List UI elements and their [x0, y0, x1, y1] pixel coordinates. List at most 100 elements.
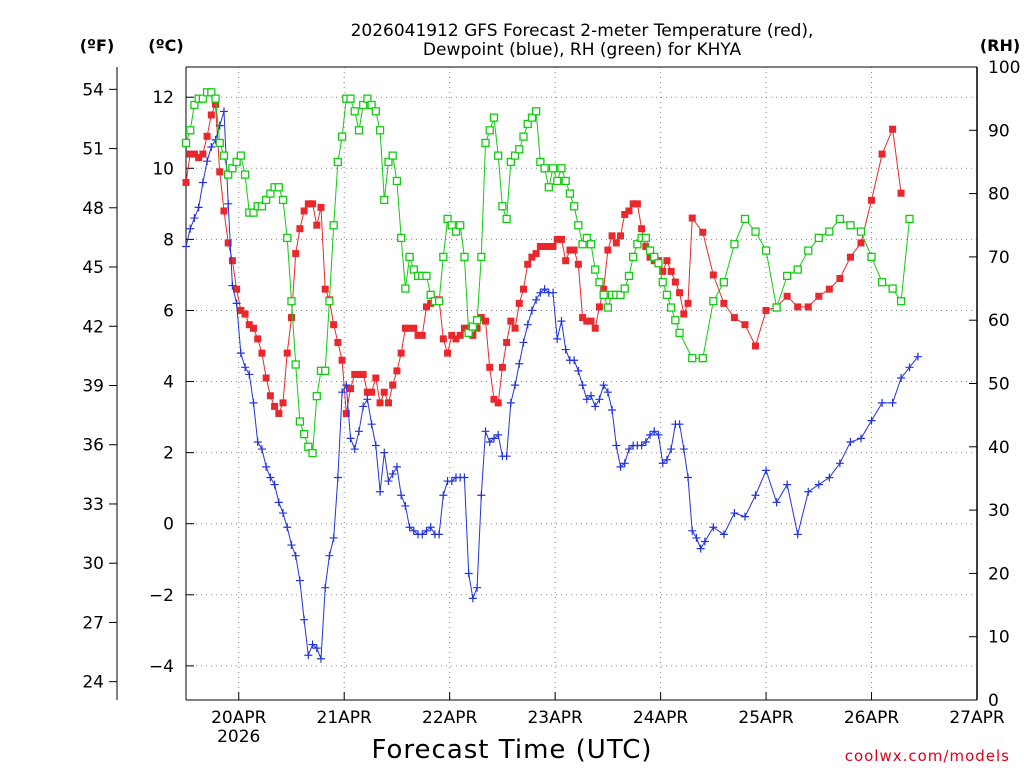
- rh-point: [472, 316, 482, 325]
- dewpoint-point: [599, 381, 608, 390]
- dewpoint-point: [684, 473, 693, 482]
- dewpoint-point: [540, 285, 549, 294]
- temperature-point: [254, 335, 262, 343]
- temperature-point: [427, 299, 435, 307]
- temperature-point: [688, 214, 696, 222]
- dewpoint-point: [182, 242, 190, 251]
- rh-tick-label: 50: [988, 375, 1010, 395]
- dewpoint-point: [257, 445, 266, 454]
- rh-point: [719, 278, 729, 287]
- temperature-point: [868, 196, 876, 204]
- series-layer: [181, 88, 922, 663]
- temperature-point: [300, 207, 308, 215]
- rh-point: [266, 189, 275, 198]
- rh-unit-label: (RH): [980, 36, 1020, 55]
- rh-tick-label: 90: [988, 121, 1010, 141]
- temperature-point: [671, 278, 679, 286]
- rh-tick-label: 60: [988, 311, 1010, 331]
- rh-point: [804, 246, 813, 255]
- rh-point: [236, 151, 245, 160]
- dewpoint-point: [439, 491, 448, 500]
- temperature-point: [752, 342, 760, 350]
- temperature-point: [384, 399, 392, 407]
- temperature-point: [482, 317, 490, 325]
- dewpoint-point: [477, 491, 486, 500]
- dewpoint-point: [262, 462, 271, 471]
- temperature-point: [199, 150, 207, 158]
- celsius-unit-label: (ºC): [148, 36, 183, 55]
- rh-point: [846, 221, 855, 230]
- dewpoint-point: [913, 352, 922, 361]
- dewpoint-point: [321, 583, 330, 592]
- rh-point: [477, 252, 486, 262]
- rh-point: [574, 221, 583, 230]
- dewpoint-point: [616, 462, 625, 471]
- rh-point: [274, 183, 283, 192]
- temperature-point: [292, 250, 300, 258]
- rh-point: [350, 107, 359, 116]
- dewpoint-point: [793, 530, 802, 539]
- rh-point: [591, 265, 600, 274]
- temperature-point: [393, 367, 401, 375]
- dewpoint-point: [561, 345, 570, 354]
- rh-point: [354, 126, 364, 135]
- dewpoint-point: [464, 569, 473, 578]
- dewpoint-point: [650, 427, 659, 436]
- dewpoint-point: [783, 480, 792, 489]
- time-tick-label: 27APR: [949, 708, 1005, 728]
- rh-point: [186, 126, 195, 135]
- dewpoint-point: [679, 445, 688, 454]
- rh-point: [460, 252, 469, 262]
- temperature-point: [528, 253, 536, 261]
- dewpoint-series: [182, 107, 922, 663]
- temperature-point: [490, 395, 498, 403]
- dewpoint-point: [489, 434, 498, 443]
- rh-point: [257, 202, 267, 211]
- rh-point: [523, 119, 532, 129]
- dewpoint-point: [709, 523, 718, 532]
- dewpoint-point: [426, 523, 435, 532]
- rh-point: [527, 113, 537, 122]
- dewpoint-point: [523, 320, 532, 329]
- temperature-point: [553, 235, 561, 243]
- dewpoint-point: [346, 434, 355, 443]
- fahrenheit-unit-label: (ºF): [80, 36, 115, 55]
- dewpoint-point: [304, 651, 313, 660]
- dewpoint-point: [578, 381, 587, 390]
- fahrenheit-tick-label: 30: [82, 554, 104, 574]
- temperature-point: [794, 303, 802, 311]
- temperature-point: [439, 335, 447, 343]
- rh-tick-label: 30: [988, 501, 1010, 521]
- rh-point: [426, 290, 435, 300]
- temperature-point: [595, 303, 603, 311]
- dewpoint-point: [696, 544, 705, 553]
- temperature-point: [591, 324, 599, 332]
- temperature-point: [583, 317, 591, 325]
- temperature-point: [889, 125, 897, 133]
- temperature-point: [680, 310, 688, 318]
- rh-point: [329, 221, 338, 230]
- temperature-point: [503, 338, 511, 346]
- dewpoint-point: [287, 541, 296, 550]
- temperature-point: [878, 150, 886, 158]
- temperature-point: [815, 292, 823, 300]
- dewpoint-point: [856, 434, 865, 443]
- temperature-point: [536, 242, 544, 250]
- dewpoint-point: [300, 615, 309, 624]
- rh-point: [401, 284, 410, 293]
- dewpoint-point: [897, 373, 906, 382]
- rh-point: [380, 195, 389, 205]
- rh-tick-label: 10: [988, 628, 1010, 648]
- celsius-tick-label: 10: [152, 159, 174, 179]
- rh-point: [443, 214, 452, 224]
- fahrenheit-tick-label: 54: [82, 80, 104, 100]
- temperature-point: [511, 324, 519, 332]
- rh-point: [888, 284, 897, 293]
- temperature-point: [741, 321, 749, 329]
- temperature-point: [410, 324, 418, 332]
- rh-point: [494, 151, 503, 160]
- temperature-point: [224, 239, 232, 247]
- temperature-point: [783, 292, 791, 300]
